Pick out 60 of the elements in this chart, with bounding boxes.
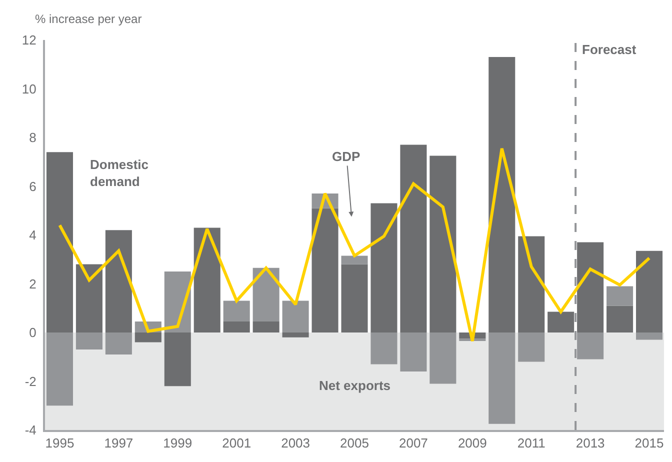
bar bbox=[430, 332, 456, 384]
y-tick-label: -2 bbox=[24, 374, 36, 389]
bar bbox=[488, 57, 516, 332]
x-tick-label: 2013 bbox=[576, 436, 605, 451]
bar bbox=[430, 156, 456, 332]
bar bbox=[370, 332, 398, 364]
y-tick-label: 8 bbox=[29, 130, 36, 146]
bar bbox=[252, 268, 280, 322]
ref-line-label: Forecast bbox=[582, 42, 637, 57]
y-axis-title: % increase per year bbox=[35, 12, 142, 26]
x-tick-label: 2015 bbox=[634, 436, 664, 451]
bar bbox=[400, 144, 427, 332]
y-tick-label: 4 bbox=[29, 228, 36, 243]
bar bbox=[341, 264, 368, 332]
bar bbox=[488, 332, 516, 424]
bar bbox=[341, 256, 368, 264]
y-tick-label: 6 bbox=[29, 178, 36, 194]
bar bbox=[194, 228, 220, 332]
bar bbox=[400, 332, 427, 372]
y-tick-label: 12 bbox=[22, 32, 36, 48]
x-tick-label: 2009 bbox=[458, 436, 487, 451]
bar bbox=[76, 264, 102, 332]
bar bbox=[636, 332, 663, 340]
bar bbox=[282, 300, 309, 332]
bar bbox=[46, 332, 73, 406]
bar bbox=[606, 306, 634, 332]
bar bbox=[76, 332, 102, 350]
bar bbox=[223, 300, 250, 322]
y-tick-label: -4 bbox=[24, 422, 36, 438]
series-label: Net exports bbox=[319, 378, 391, 393]
bar bbox=[134, 332, 162, 342]
bar bbox=[282, 332, 309, 338]
bar bbox=[312, 208, 338, 332]
bar bbox=[46, 152, 73, 332]
x-tick-label: 1999 bbox=[163, 436, 192, 451]
y-tick-label: 10 bbox=[22, 81, 36, 96]
line-series bbox=[58, 146, 651, 343]
bar bbox=[518, 236, 545, 332]
x-tick-label: 2011 bbox=[517, 436, 546, 451]
y-tick-label: 0 bbox=[29, 325, 36, 340]
bar bbox=[577, 242, 604, 332]
x-tick-label: 2005 bbox=[340, 436, 369, 451]
bar bbox=[518, 332, 545, 362]
bar bbox=[636, 250, 663, 332]
x-tick-label: 2003 bbox=[281, 436, 310, 451]
series-label: Domestic demand bbox=[90, 157, 149, 189]
bar bbox=[105, 332, 132, 354]
bar bbox=[252, 322, 280, 332]
bar bbox=[548, 312, 574, 332]
x-tick-label: 1997 bbox=[104, 436, 134, 451]
bar bbox=[606, 286, 634, 306]
x-tick-label: 2007 bbox=[398, 436, 428, 451]
x-tick-label: 2001 bbox=[222, 436, 252, 451]
bar bbox=[223, 322, 250, 332]
bar bbox=[105, 230, 132, 332]
x-tick-label: 1995 bbox=[45, 436, 74, 451]
text: GDP bbox=[332, 149, 360, 164]
y-tick-label: 2 bbox=[29, 276, 36, 292]
bar bbox=[164, 332, 191, 386]
bar bbox=[370, 203, 398, 332]
